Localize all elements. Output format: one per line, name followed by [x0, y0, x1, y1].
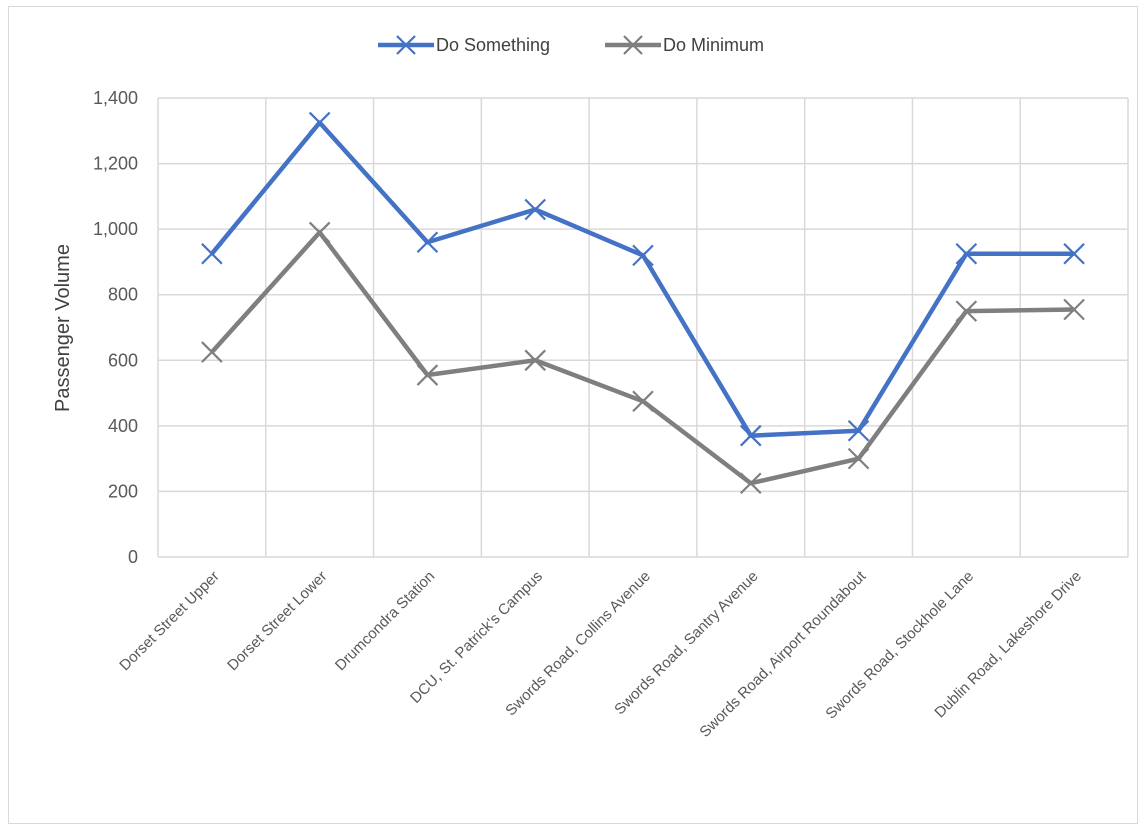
x-axis-category-labels: Dorset Street Upper Dorset Street Lower Dr…	[116, 567, 1085, 741]
y-tick-label: 1,200	[93, 154, 138, 174]
marker-stroke	[847, 419, 870, 442]
legend-label: Do Minimum	[663, 35, 764, 55]
chart-frame	[8, 6, 1138, 824]
y-tick-label: 1,000	[93, 219, 138, 239]
marker-stroke	[632, 244, 654, 267]
x-category-label: Swords Road, Airport Roundabout	[696, 567, 870, 741]
y-tick-label: 400	[108, 416, 138, 436]
legend-marker-stroke	[396, 35, 416, 55]
legend: Do Something Do Minimum	[378, 35, 764, 55]
data-point-marker	[416, 364, 439, 386]
y-tick-label: 600	[108, 350, 138, 370]
data-point-marker	[201, 341, 223, 363]
marker-stroke	[847, 447, 870, 470]
series-do-minimum	[201, 221, 1085, 495]
data-point-marker	[955, 300, 978, 322]
marker-stroke	[1063, 298, 1085, 321]
marker-stroke	[308, 111, 331, 134]
data-point-marker	[308, 111, 331, 134]
legend-item: Do Something	[378, 35, 550, 55]
marker-stroke	[201, 242, 223, 265]
marker-stroke	[632, 390, 654, 413]
series-do-something	[201, 111, 1085, 447]
legend-marker-stroke	[623, 35, 643, 55]
data-point-marker	[1063, 242, 1085, 265]
data-point-marker	[308, 221, 331, 244]
data-point-marker	[632, 390, 654, 413]
y-tick-label: 1,400	[93, 88, 138, 108]
marker-stroke	[739, 472, 762, 495]
data-point-marker	[416, 231, 439, 254]
series-layer	[201, 111, 1085, 495]
marker-stroke	[416, 364, 439, 386]
series-line	[210, 230, 1075, 486]
marker-stroke	[1063, 242, 1085, 265]
marker-stroke	[955, 242, 978, 265]
legend-item: Do Minimum	[605, 35, 764, 55]
data-point-marker	[1063, 298, 1085, 321]
y-axis-title: Passenger Volume	[52, 244, 74, 412]
x-category-label: Dorset Street Upper	[116, 568, 222, 674]
data-point-marker	[955, 242, 978, 265]
marker-stroke	[955, 300, 978, 322]
data-point-marker	[524, 198, 547, 221]
marker-stroke	[524, 349, 547, 372]
y-axis-tick-labels: 0 200 400 600 800 1,000 1,200 1,400	[93, 88, 138, 567]
marker-stroke	[201, 341, 223, 363]
marker-stroke	[308, 221, 331, 244]
y-tick-label: 200	[108, 481, 138, 501]
data-point-marker	[739, 472, 762, 495]
data-point-marker	[847, 419, 870, 442]
series-line	[210, 120, 1075, 438]
y-tick-label: 0	[128, 547, 138, 567]
data-point-marker	[739, 424, 762, 447]
x-category-label: Drumcondra Station	[332, 568, 438, 674]
data-point-marker	[201, 242, 223, 265]
gridlines	[157, 97, 1129, 558]
marker-stroke	[739, 424, 762, 447]
x-category-label: Dorset Street Lower	[224, 568, 330, 674]
marker-stroke	[416, 231, 439, 254]
legend-label: Do Something	[436, 35, 550, 55]
marker-stroke	[524, 198, 547, 221]
y-tick-label: 800	[108, 285, 138, 305]
data-point-marker	[524, 349, 547, 372]
data-point-marker	[847, 447, 870, 470]
data-point-marker	[632, 244, 654, 267]
